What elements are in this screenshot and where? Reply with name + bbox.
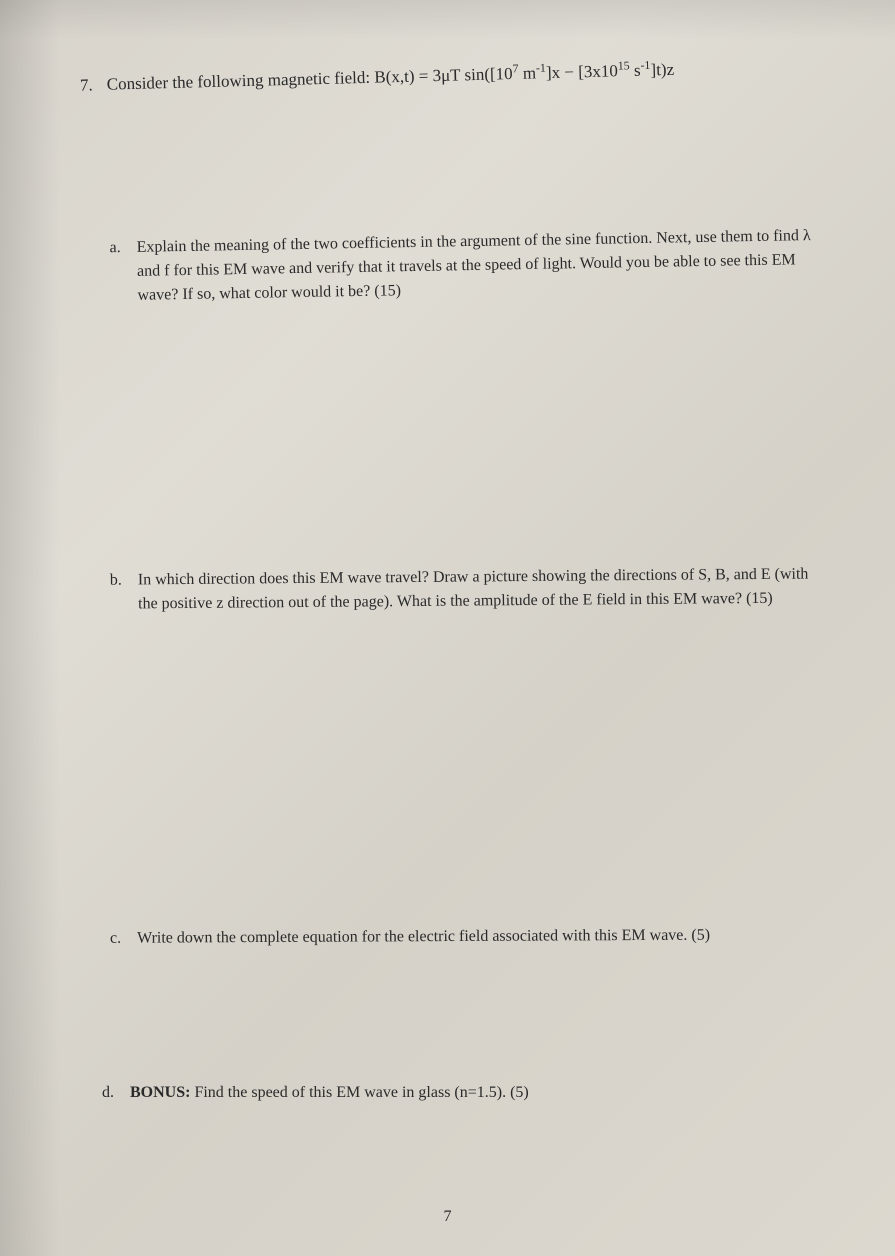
part-c-text: Write down the complete equation for the… <box>137 924 710 951</box>
page-content: 7. Consider the following magnetic field… <box>0 0 895 1256</box>
part-d: d. BONUS: Find the speed of this EM wave… <box>70 1081 825 1105</box>
part-b: b. In which direction does this EM wave … <box>70 563 825 618</box>
part-a-letter: a. <box>109 240 120 258</box>
question-header: 7. Consider the following magnetic field… <box>70 52 825 97</box>
part-a: a. Explain the meaning of the two coeffi… <box>69 224 825 309</box>
part-d-body: Find the speed of this EM wave in glass … <box>190 1084 528 1101</box>
part-d-text: BONUS: Find the speed of this EM wave in… <box>130 1081 529 1105</box>
question-intro: Consider the following magnetic field: B… <box>106 56 674 96</box>
part-b-letter: b. <box>110 572 122 590</box>
part-c: c. Write down the complete equation for … <box>70 924 825 952</box>
part-b-text: In which direction does this EM wave tra… <box>138 563 825 617</box>
part-c-letter: c. <box>110 930 121 948</box>
bonus-label: BONUS: <box>130 1084 190 1101</box>
page-number: 7 <box>444 1208 452 1226</box>
question-number: 7. <box>80 75 93 95</box>
part-d-letter: d. <box>102 1084 114 1102</box>
part-a-text: Explain the meaning of the two coefficie… <box>136 224 825 308</box>
